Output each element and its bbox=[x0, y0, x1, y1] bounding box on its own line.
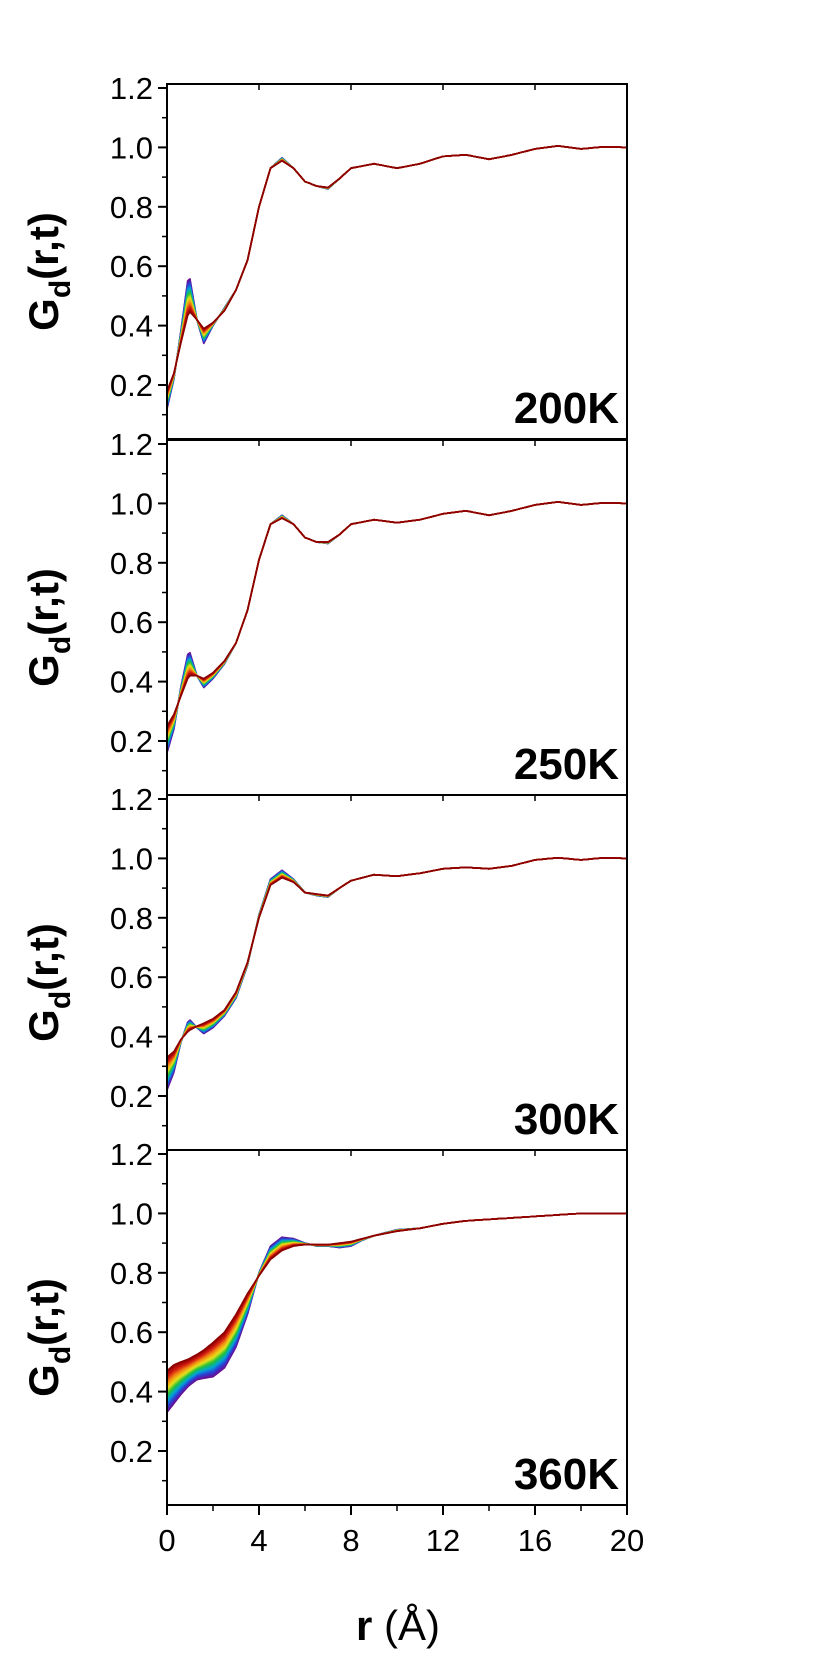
panels-group: 0.20.40.60.81.01.2Gd(r,t)200K0.20.40.60.… bbox=[20, 71, 628, 1506]
panel-label: 360K bbox=[514, 1450, 619, 1499]
y-tick-label: 0.4 bbox=[110, 1020, 153, 1055]
y-axis-title-main: G bbox=[20, 1009, 67, 1042]
y-axis-title: Gd(r,t) bbox=[20, 923, 77, 1042]
y-tick-label: 1.0 bbox=[110, 486, 153, 521]
curve-t25 bbox=[167, 501, 627, 727]
y-tick-label: 0.6 bbox=[110, 605, 153, 640]
x-tick-label: 0 bbox=[158, 1523, 175, 1558]
y-tick-label: 1.2 bbox=[110, 427, 153, 462]
curve-band bbox=[167, 145, 627, 409]
y-axis-title-tail: (r,t) bbox=[20, 212, 67, 280]
y-tick-label: 0.8 bbox=[110, 190, 153, 225]
y-tick-label: 1.2 bbox=[110, 782, 153, 817]
panel-250K: 0.2 0.4 0.6 0.8 1.0 1.2 Gd(r,t) 250K bbox=[20, 427, 628, 796]
y-axis-title-sub: d bbox=[44, 1346, 77, 1364]
y-axis-title: Gd(r,t) bbox=[20, 212, 77, 331]
y-tick-label: 0.4 bbox=[110, 1375, 153, 1410]
y-tick-label: 0.4 bbox=[110, 309, 153, 344]
panel-360K: 0.2 0.4 0.6 0.8 1.0 1.2 Gd(r,t) 360K bbox=[20, 1137, 628, 1506]
y-axis-title-sub: d bbox=[44, 280, 77, 298]
y-tick-label: 0.2 bbox=[110, 724, 153, 759]
curve-t25 bbox=[167, 856, 627, 1059]
y-tick-label: 1.0 bbox=[110, 130, 153, 165]
x-tick-label: 20 bbox=[610, 1523, 644, 1558]
y-tick-label: 1.0 bbox=[110, 841, 153, 876]
y-axis-title-sub: d bbox=[44, 636, 77, 654]
x-axis-title-main: r bbox=[356, 1602, 372, 1649]
y-axis-title-main: G bbox=[20, 298, 67, 331]
y-tick-label: 1.2 bbox=[110, 71, 153, 106]
y-tick-label: 0.2 bbox=[110, 1079, 153, 1114]
x-tick-label: 4 bbox=[250, 1523, 267, 1558]
y-tick-label: 1.2 bbox=[110, 1137, 153, 1172]
y-tick-label: 0.4 bbox=[110, 665, 153, 700]
y-axis-title: Gd(r,t) bbox=[20, 1278, 77, 1397]
y-tick-label: 0.6 bbox=[110, 1315, 153, 1350]
curve-band bbox=[167, 1212, 627, 1413]
panel-200K: 0.2 0.4 0.6 0.8 1.0 1.2 Gd(r,t) 200K bbox=[20, 71, 628, 440]
y-tick-label: 0.2 bbox=[110, 368, 153, 403]
panel-300K: 0.2 0.4 0.6 0.8 1.0 1.2 Gd(r,t) 300K bbox=[20, 782, 628, 1151]
y-axis-title-sub: d bbox=[44, 991, 77, 1009]
x-tick-label: 16 bbox=[518, 1523, 552, 1558]
y-axis-title-tail: (r,t) bbox=[20, 568, 67, 636]
y-axis-title-tail: (r,t) bbox=[20, 923, 67, 991]
y-tick-label: 0.6 bbox=[110, 960, 153, 995]
curve-t25 bbox=[167, 1212, 627, 1372]
x-tick-label: 12 bbox=[426, 1523, 460, 1558]
panel-label: 250K bbox=[514, 740, 619, 789]
y-tick-label: 0.8 bbox=[110, 546, 153, 581]
curve-band bbox=[167, 501, 627, 754]
x-axis-title: r (Å) bbox=[356, 1602, 440, 1649]
y-axis-title-tail: (r,t) bbox=[20, 1278, 67, 1346]
x-axis: 0 4 8 12 16 20 bbox=[158, 1505, 644, 1558]
panel-label: 300K bbox=[514, 1095, 619, 1144]
y-tick-label: 0.8 bbox=[110, 901, 153, 936]
panel-label: 200K bbox=[514, 384, 619, 433]
y-tick-label: 0.2 bbox=[110, 1434, 153, 1469]
y-axis-title-main: G bbox=[20, 654, 67, 687]
curve-t25 bbox=[167, 145, 627, 392]
x-axis-title-unit: (Å) bbox=[372, 1602, 440, 1649]
y-axis-title: Gd(r,t) bbox=[20, 568, 77, 687]
x-tick-label: 8 bbox=[342, 1523, 359, 1558]
y-tick-label: 1.0 bbox=[110, 1196, 153, 1231]
curve-band bbox=[167, 856, 627, 1091]
y-tick-label: 0.8 bbox=[110, 1256, 153, 1291]
y-tick-label: 0.6 bbox=[110, 249, 153, 284]
y-axis-title-main: G bbox=[20, 1364, 67, 1397]
